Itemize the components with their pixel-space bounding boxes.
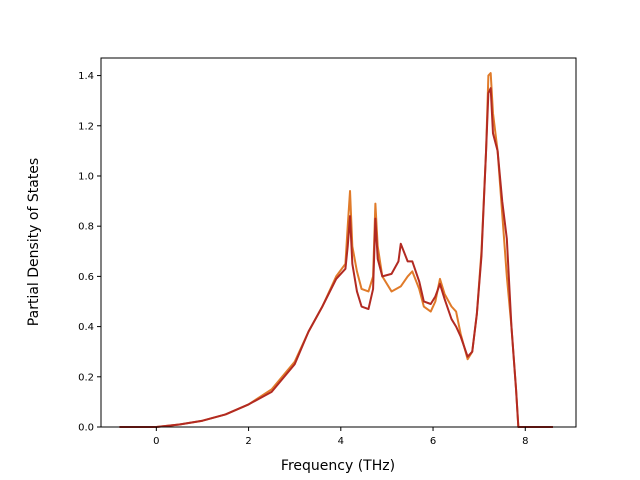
y-tick-label: 1.4 bbox=[78, 71, 94, 82]
y-tick-label: 0.6 bbox=[78, 272, 94, 283]
x-axis-ticks: 0 2 4 6 8 bbox=[153, 427, 528, 447]
y-tick-label: 1.0 bbox=[78, 171, 94, 182]
series-line-2 bbox=[119, 87, 553, 428]
x-tick-label: 0 bbox=[153, 436, 159, 447]
y-tick-label: 0.0 bbox=[78, 423, 94, 434]
y-axis-ticks: 0.0 0.2 0.4 0.6 0.8 1.0 1.2 1.4 bbox=[78, 71, 101, 434]
y-tick-label: 0.4 bbox=[78, 322, 94, 333]
series-layer bbox=[119, 72, 553, 428]
x-tick-label: 6 bbox=[430, 436, 436, 447]
x-axis-title: Frequency (THz) bbox=[281, 458, 395, 474]
x-tick-label: 4 bbox=[338, 436, 344, 447]
y-tick-label: 0.8 bbox=[78, 222, 94, 233]
x-tick-label: 8 bbox=[522, 436, 528, 447]
y-tick-label: 1.2 bbox=[78, 121, 94, 132]
plot-frame bbox=[100, 57, 577, 428]
y-axis-title: Partial Density of States bbox=[26, 158, 42, 326]
y-tick-label: 0.2 bbox=[78, 372, 94, 383]
x-tick-label: 2 bbox=[245, 436, 251, 447]
